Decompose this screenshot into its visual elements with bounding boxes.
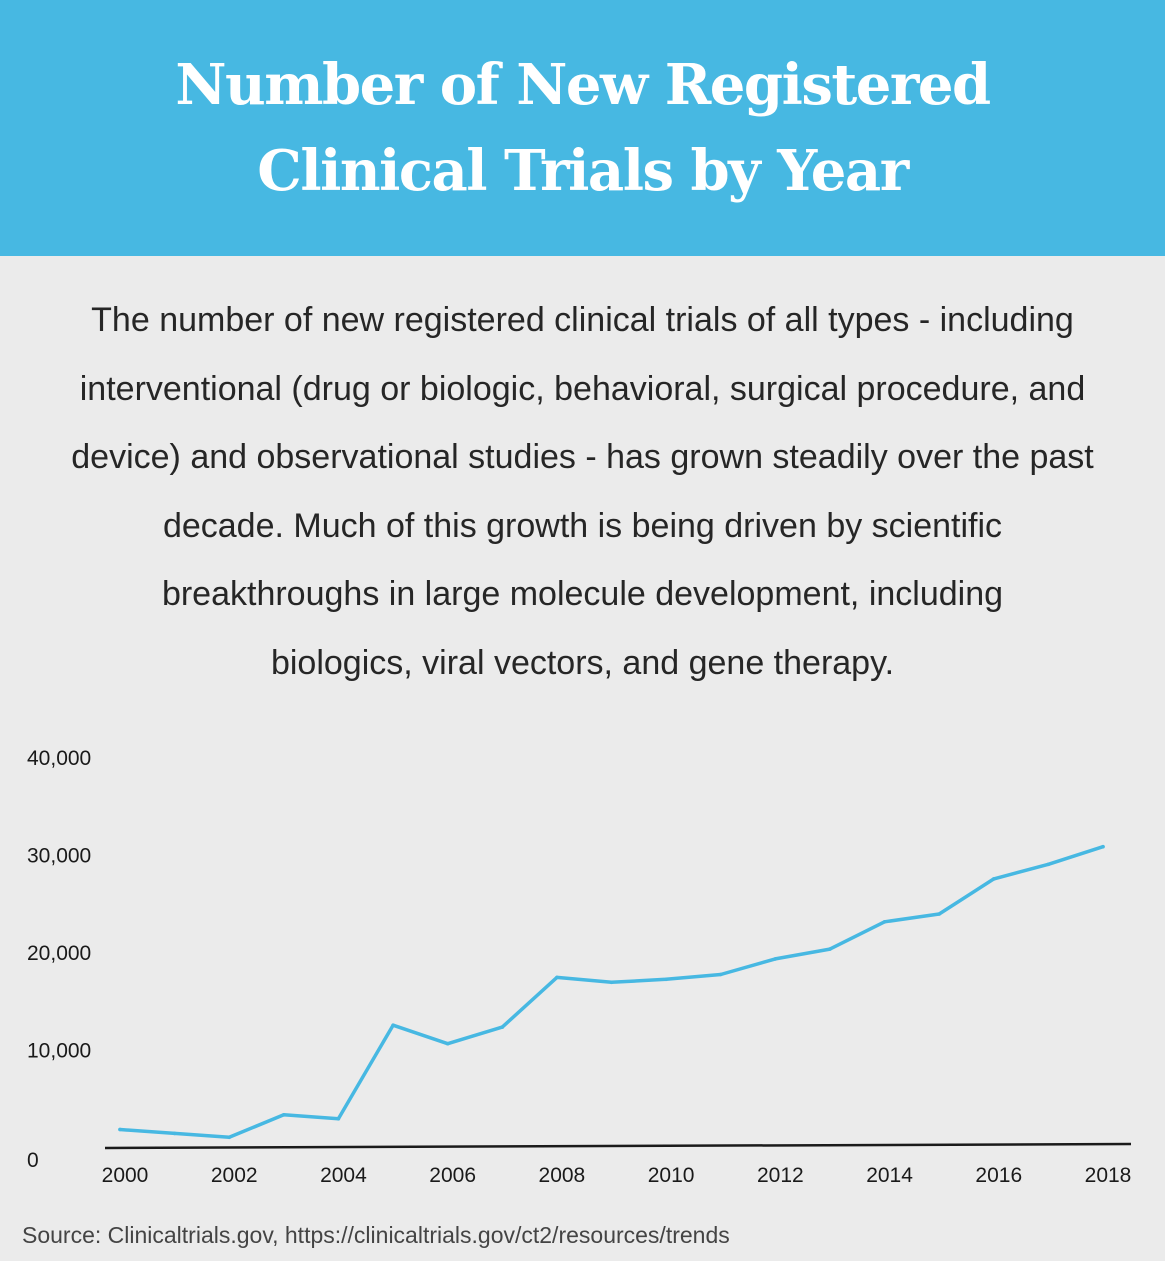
series-line <box>118 844 1105 1140</box>
data-point <box>609 980 614 985</box>
x-tick-label: 2018 <box>1085 1164 1132 1187</box>
x-tick-label: 2012 <box>757 1164 804 1187</box>
x-tick-label: 2006 <box>429 1164 476 1187</box>
data-point <box>773 957 778 961</box>
description-line: The number of new registered clinical tr… <box>91 301 1074 339</box>
data-point <box>937 912 941 916</box>
data-point <box>992 877 996 881</box>
x-tick-label: 2002 <box>211 1164 258 1187</box>
data-point <box>500 1025 505 1029</box>
description-line: device) and observational studies - has … <box>71 438 1094 476</box>
title-banner: Number of New Registered Clinical Trials… <box>0 0 1165 256</box>
y-tick-label: 10,000 <box>27 1040 91 1063</box>
data-point <box>718 972 723 977</box>
title-line-1: Number of New Registered <box>175 52 991 118</box>
description-line: decade. Much of this growth is being dri… <box>162 506 1003 545</box>
x-tick-label: 2010 <box>648 1164 695 1187</box>
x-tick-label: 2014 <box>866 1164 913 1187</box>
x-tick-label: 2004 <box>320 1164 367 1187</box>
description-line: interventional (drug or biologic, behavi… <box>79 369 1086 408</box>
x-tick-label: 2000 <box>102 1164 149 1187</box>
data-point <box>1101 844 1105 849</box>
data-point <box>227 1135 231 1140</box>
data-point <box>1046 862 1051 867</box>
data-point <box>118 1127 122 1132</box>
data-point <box>882 920 887 924</box>
y-tick-label: 20,000 <box>27 942 91 965</box>
source-citation: Source: Clinicaltrials.gov, https://clin… <box>22 1222 730 1248</box>
description-line: biologics, viral vectors, and gene thera… <box>270 643 895 682</box>
description-text: The number of new registered clinical tr… <box>20 286 1145 697</box>
x-axis-line <box>104 1142 1132 1150</box>
title-line-2: Clinical Trials by Year <box>257 138 909 204</box>
data-point <box>445 1041 450 1046</box>
data-point <box>664 977 668 982</box>
x-tick-label: 2008 <box>539 1164 586 1187</box>
y-tick-label: 40,000 <box>27 747 91 770</box>
data-point <box>555 975 559 980</box>
data-point <box>282 1113 286 1117</box>
x-tick-label: 2016 <box>975 1164 1022 1187</box>
y-tick-label: 30,000 <box>27 845 91 868</box>
data-point <box>391 1023 395 1027</box>
data-point <box>828 947 832 951</box>
data-point <box>336 1117 341 1121</box>
data-point <box>172 1131 177 1136</box>
description-line: breakthroughs in large molecule developm… <box>161 575 1004 613</box>
y-tick-label: 0 <box>27 1149 39 1172</box>
